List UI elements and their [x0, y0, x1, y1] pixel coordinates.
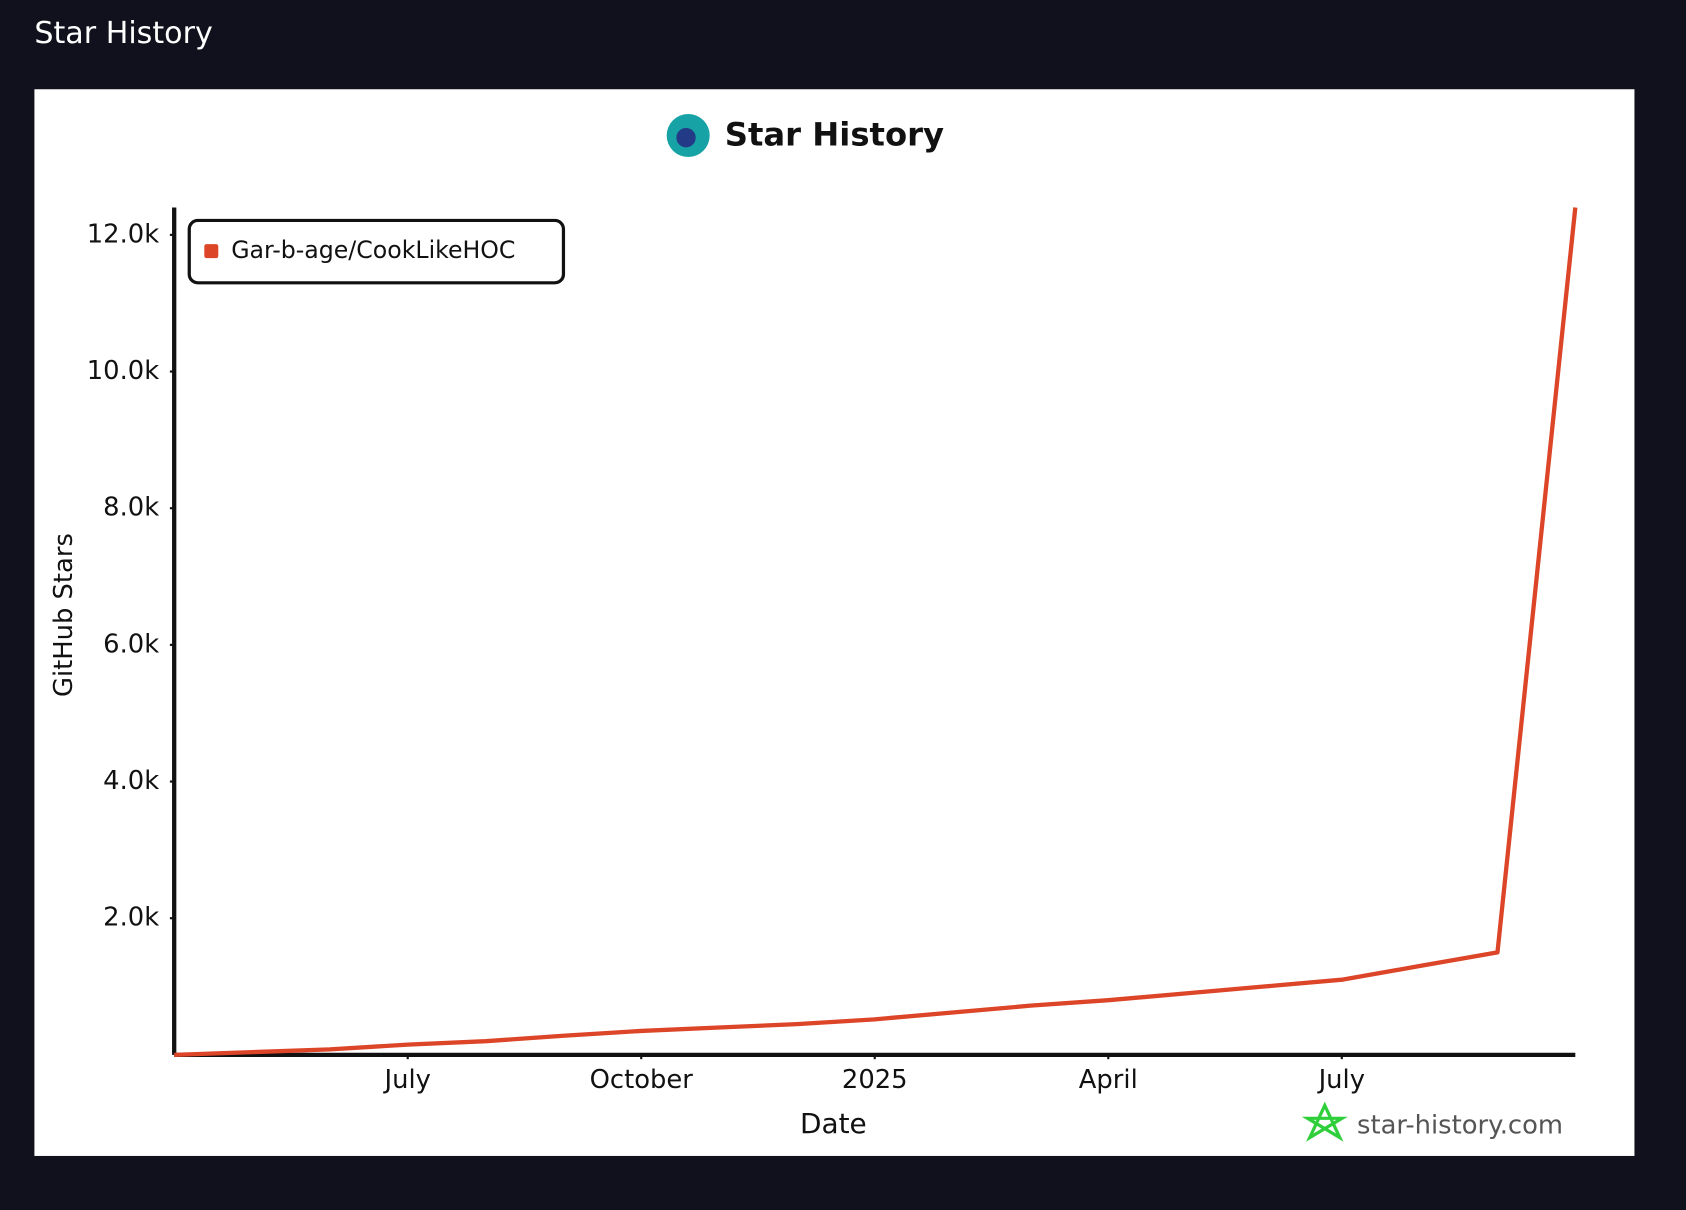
x-tick-label: July: [383, 1065, 431, 1095]
watermark: star-history.com: [1357, 1110, 1563, 1140]
logo-inner: [676, 127, 696, 148]
page-title: Star History: [34, 16, 212, 51]
y-axis-label: GitHub Stars: [49, 533, 79, 697]
y-tick-label: 4.0k: [103, 766, 159, 796]
y-tick-label: 8.0k: [103, 493, 159, 523]
watermark-icon: [1301, 1101, 1348, 1142]
y-tick-label: 10.0k: [87, 356, 159, 386]
legend-swatch: [204, 244, 219, 259]
x-tick-label: July: [1317, 1065, 1365, 1095]
chart-title: Star History: [725, 116, 944, 154]
x-tick-label: April: [1079, 1065, 1138, 1095]
x-tick-label: 2025: [842, 1065, 908, 1095]
legend-box: [187, 218, 566, 285]
canvas: Star History Star History GitHub Stars D…: [34, 16, 1635, 1156]
legend-label: Gar-b-age/CookLikeHOC: [231, 236, 515, 264]
y-tick-label: 6.0k: [103, 629, 159, 659]
x-axis-label: Date: [800, 1107, 867, 1140]
series-line: [174, 207, 1578, 1058]
y-tick-label: 2.0k: [103, 903, 159, 933]
x-tick-label: October: [590, 1065, 694, 1095]
y-tick-label: 12.0k: [87, 219, 159, 249]
